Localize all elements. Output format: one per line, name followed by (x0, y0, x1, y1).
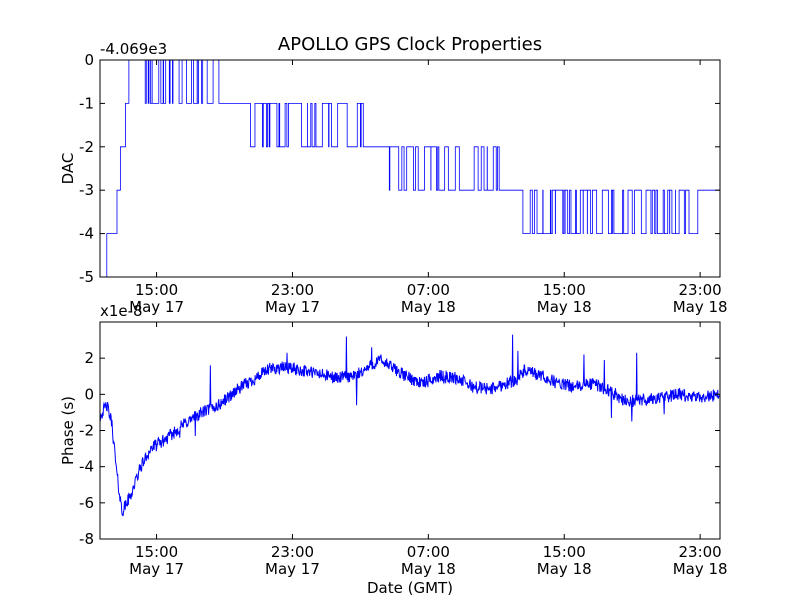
phase-xtick-label-date: May 18 (537, 560, 592, 578)
phase-ytick-label: -4 (79, 458, 94, 476)
dac-ytick-label: -1 (79, 94, 94, 112)
phase-xtick-label-time: 23:00 (271, 543, 314, 561)
dac-ytick-label: -4 (79, 225, 94, 243)
phase-offset-text: x1e-8 (100, 302, 143, 320)
phase-xtick-label-time: 07:00 (407, 543, 450, 561)
phase-xlabel: Date (GMT) (367, 579, 453, 597)
dac-xtick-label-time: 23:00 (271, 281, 314, 299)
phase-ytick-label: 0 (84, 385, 94, 403)
phase-ytick-label: -2 (79, 422, 94, 440)
chart-title: APOLLO GPS Clock Properties (278, 34, 542, 55)
phase-xtick-label-date: May 17 (129, 560, 184, 578)
dac-xtick-label-date: May 17 (129, 298, 184, 316)
phase-xtick-label-date: May 18 (673, 560, 728, 578)
phase-xtick-label-time: 15:00 (543, 543, 586, 561)
dac-xtick-label-date: May 17 (265, 298, 320, 316)
phase-ytick-label: -8 (79, 530, 94, 548)
dac-xtick-label-date: May 18 (401, 298, 456, 316)
phase-xtick-label-time: 15:00 (135, 543, 178, 561)
dac-ytick-label: -3 (79, 181, 94, 199)
dac-ytick-label: -5 (79, 268, 94, 286)
dac-ytick-label: -2 (79, 138, 94, 156)
dac-xtick-label-time: 15:00 (135, 281, 178, 299)
dac-series-line (100, 60, 720, 277)
dac-xtick-label-time: 23:00 (679, 281, 722, 299)
phase-ytick-label: -6 (79, 494, 94, 512)
dac-ylabel: DAC (59, 153, 77, 185)
phase-ytick-label: 2 (84, 349, 94, 367)
dac-xtick-label-time: 07:00 (407, 281, 450, 299)
phase-xtick-label-time: 23:00 (679, 543, 722, 561)
dac-axes-frame (99, 59, 721, 278)
dac-xtick-label-time: 15:00 (543, 281, 586, 299)
dac-xtick-label-date: May 18 (673, 298, 728, 316)
dac-xtick-label-date: May 18 (537, 298, 592, 316)
dac-ytick-label: 0 (84, 51, 94, 69)
phase-xtick-label-date: May 18 (401, 560, 456, 578)
phase-xtick-label-date: May 17 (265, 560, 320, 578)
phase-ylabel: Phase (s) (59, 396, 77, 465)
dac-offset-text: -4.069e3 (100, 40, 167, 58)
phase-series-line (100, 334, 720, 517)
